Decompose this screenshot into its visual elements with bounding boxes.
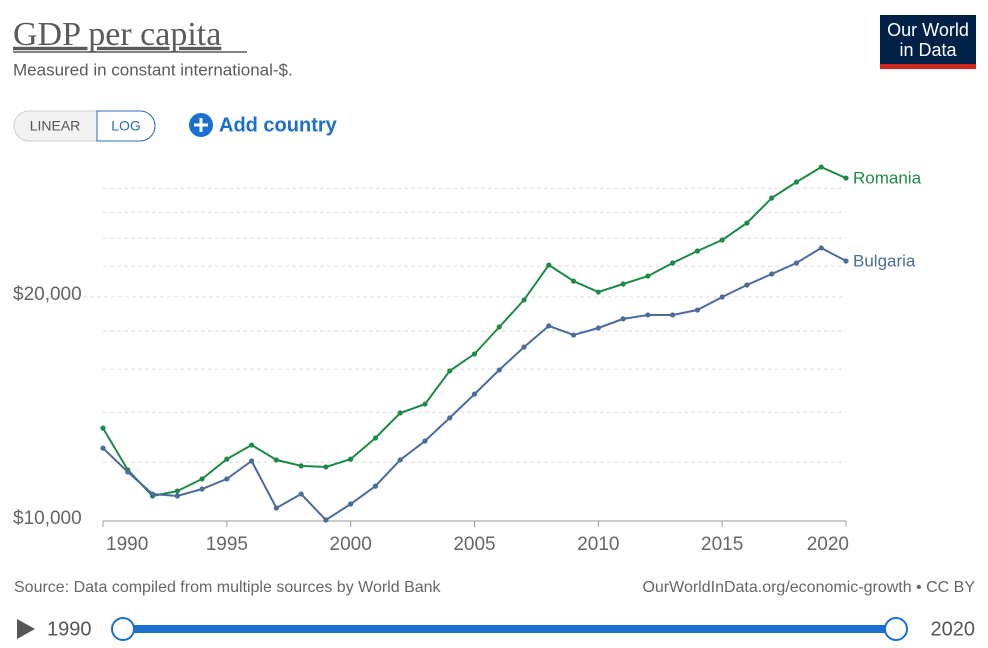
data-point (471, 351, 478, 357)
series-line (102, 246, 847, 522)
data-point (224, 476, 230, 482)
data-point (670, 260, 676, 266)
timeline-handle[interactable] (111, 617, 135, 641)
logo-box[interactable] (880, 15, 976, 65)
timeline-handle[interactable] (884, 617, 908, 641)
data-point (174, 493, 180, 499)
data-point (769, 271, 775, 277)
x-tick-label: 2010 (577, 534, 619, 555)
data-point (422, 401, 428, 407)
data-point (570, 332, 577, 338)
data-point (744, 220, 750, 226)
data-point (323, 464, 329, 470)
data-point (793, 179, 800, 185)
add-country[interactable]: Add country (219, 114, 338, 136)
data-point (818, 245, 824, 251)
data-point (595, 325, 601, 331)
data-point (224, 456, 230, 462)
data-point (348, 456, 354, 462)
data-point (793, 260, 800, 266)
log-button[interactable]: LOG (111, 118, 141, 134)
data-point (323, 517, 329, 523)
data-point (298, 463, 304, 469)
data-point (273, 505, 279, 511)
chart-title: GDP per capita (13, 16, 221, 53)
data-point (496, 367, 502, 373)
timeline-track[interactable] (122, 625, 897, 633)
x-tick-label: 1990 (106, 534, 148, 555)
x-tick-label: 2000 (330, 534, 372, 555)
data-point (125, 469, 131, 475)
play-button[interactable] (17, 619, 35, 639)
x-tick-label: 2015 (701, 534, 743, 555)
data-point (100, 425, 106, 431)
data-point (521, 344, 527, 350)
data-point (372, 435, 379, 441)
data-point (843, 175, 849, 181)
data-point (645, 273, 651, 279)
chart-subtitle: Measured in constant international-$. (13, 60, 293, 79)
y-tick-label: $20,000 (13, 284, 82, 305)
add-plus (194, 118, 208, 132)
data-point (595, 289, 601, 295)
source: Source: Data compiled from multiple sour… (14, 579, 442, 596)
logo-text: in Data (899, 40, 957, 60)
data-point (744, 282, 750, 288)
series-label: Romania (853, 169, 922, 188)
x-tick-label: 1995 (206, 534, 248, 555)
data-point (546, 323, 552, 329)
data-point (249, 458, 255, 464)
data-point (670, 312, 676, 318)
data-point (719, 294, 725, 300)
data-point (447, 415, 453, 421)
data-point (249, 442, 255, 448)
data-point (372, 483, 379, 489)
data-point (694, 307, 701, 313)
data-point (174, 488, 180, 494)
data-point (521, 297, 527, 303)
data-point (843, 258, 849, 264)
data-point (149, 491, 156, 497)
data-point (348, 501, 354, 507)
data-point (694, 248, 701, 254)
data-point (546, 262, 552, 268)
logo-stripe (880, 64, 976, 69)
data-point (769, 195, 775, 201)
logo-text: Our World (887, 20, 969, 40)
data-point (397, 457, 403, 463)
data-point (570, 278, 577, 284)
y-tick-label: $10,000 (13, 508, 82, 529)
data-point (298, 491, 304, 497)
x-tick-label: 2005 (453, 534, 495, 555)
log-active (96, 110, 156, 142)
data-point (645, 312, 651, 318)
data-point (719, 237, 725, 243)
timeline-start: 1990 (47, 618, 92, 640)
timeline-end: 2020 (931, 618, 976, 640)
data-point (273, 457, 279, 463)
data-point (471, 391, 478, 397)
data-point (199, 486, 205, 492)
data-point (199, 476, 205, 482)
license[interactable]: OurWorldInData.org/economic-growth • CC … (642, 579, 975, 596)
data-point (620, 281, 626, 287)
data-point (818, 164, 824, 170)
data-point (100, 445, 106, 451)
linear-button[interactable]: LINEAR (30, 118, 81, 134)
data-point (447, 368, 453, 374)
data-point (422, 438, 428, 444)
data-point (397, 410, 403, 416)
series-label: Bulgaria (853, 251, 916, 270)
x-tick-label: 2020 (807, 534, 849, 555)
data-point (620, 316, 626, 322)
data-point (496, 324, 502, 330)
